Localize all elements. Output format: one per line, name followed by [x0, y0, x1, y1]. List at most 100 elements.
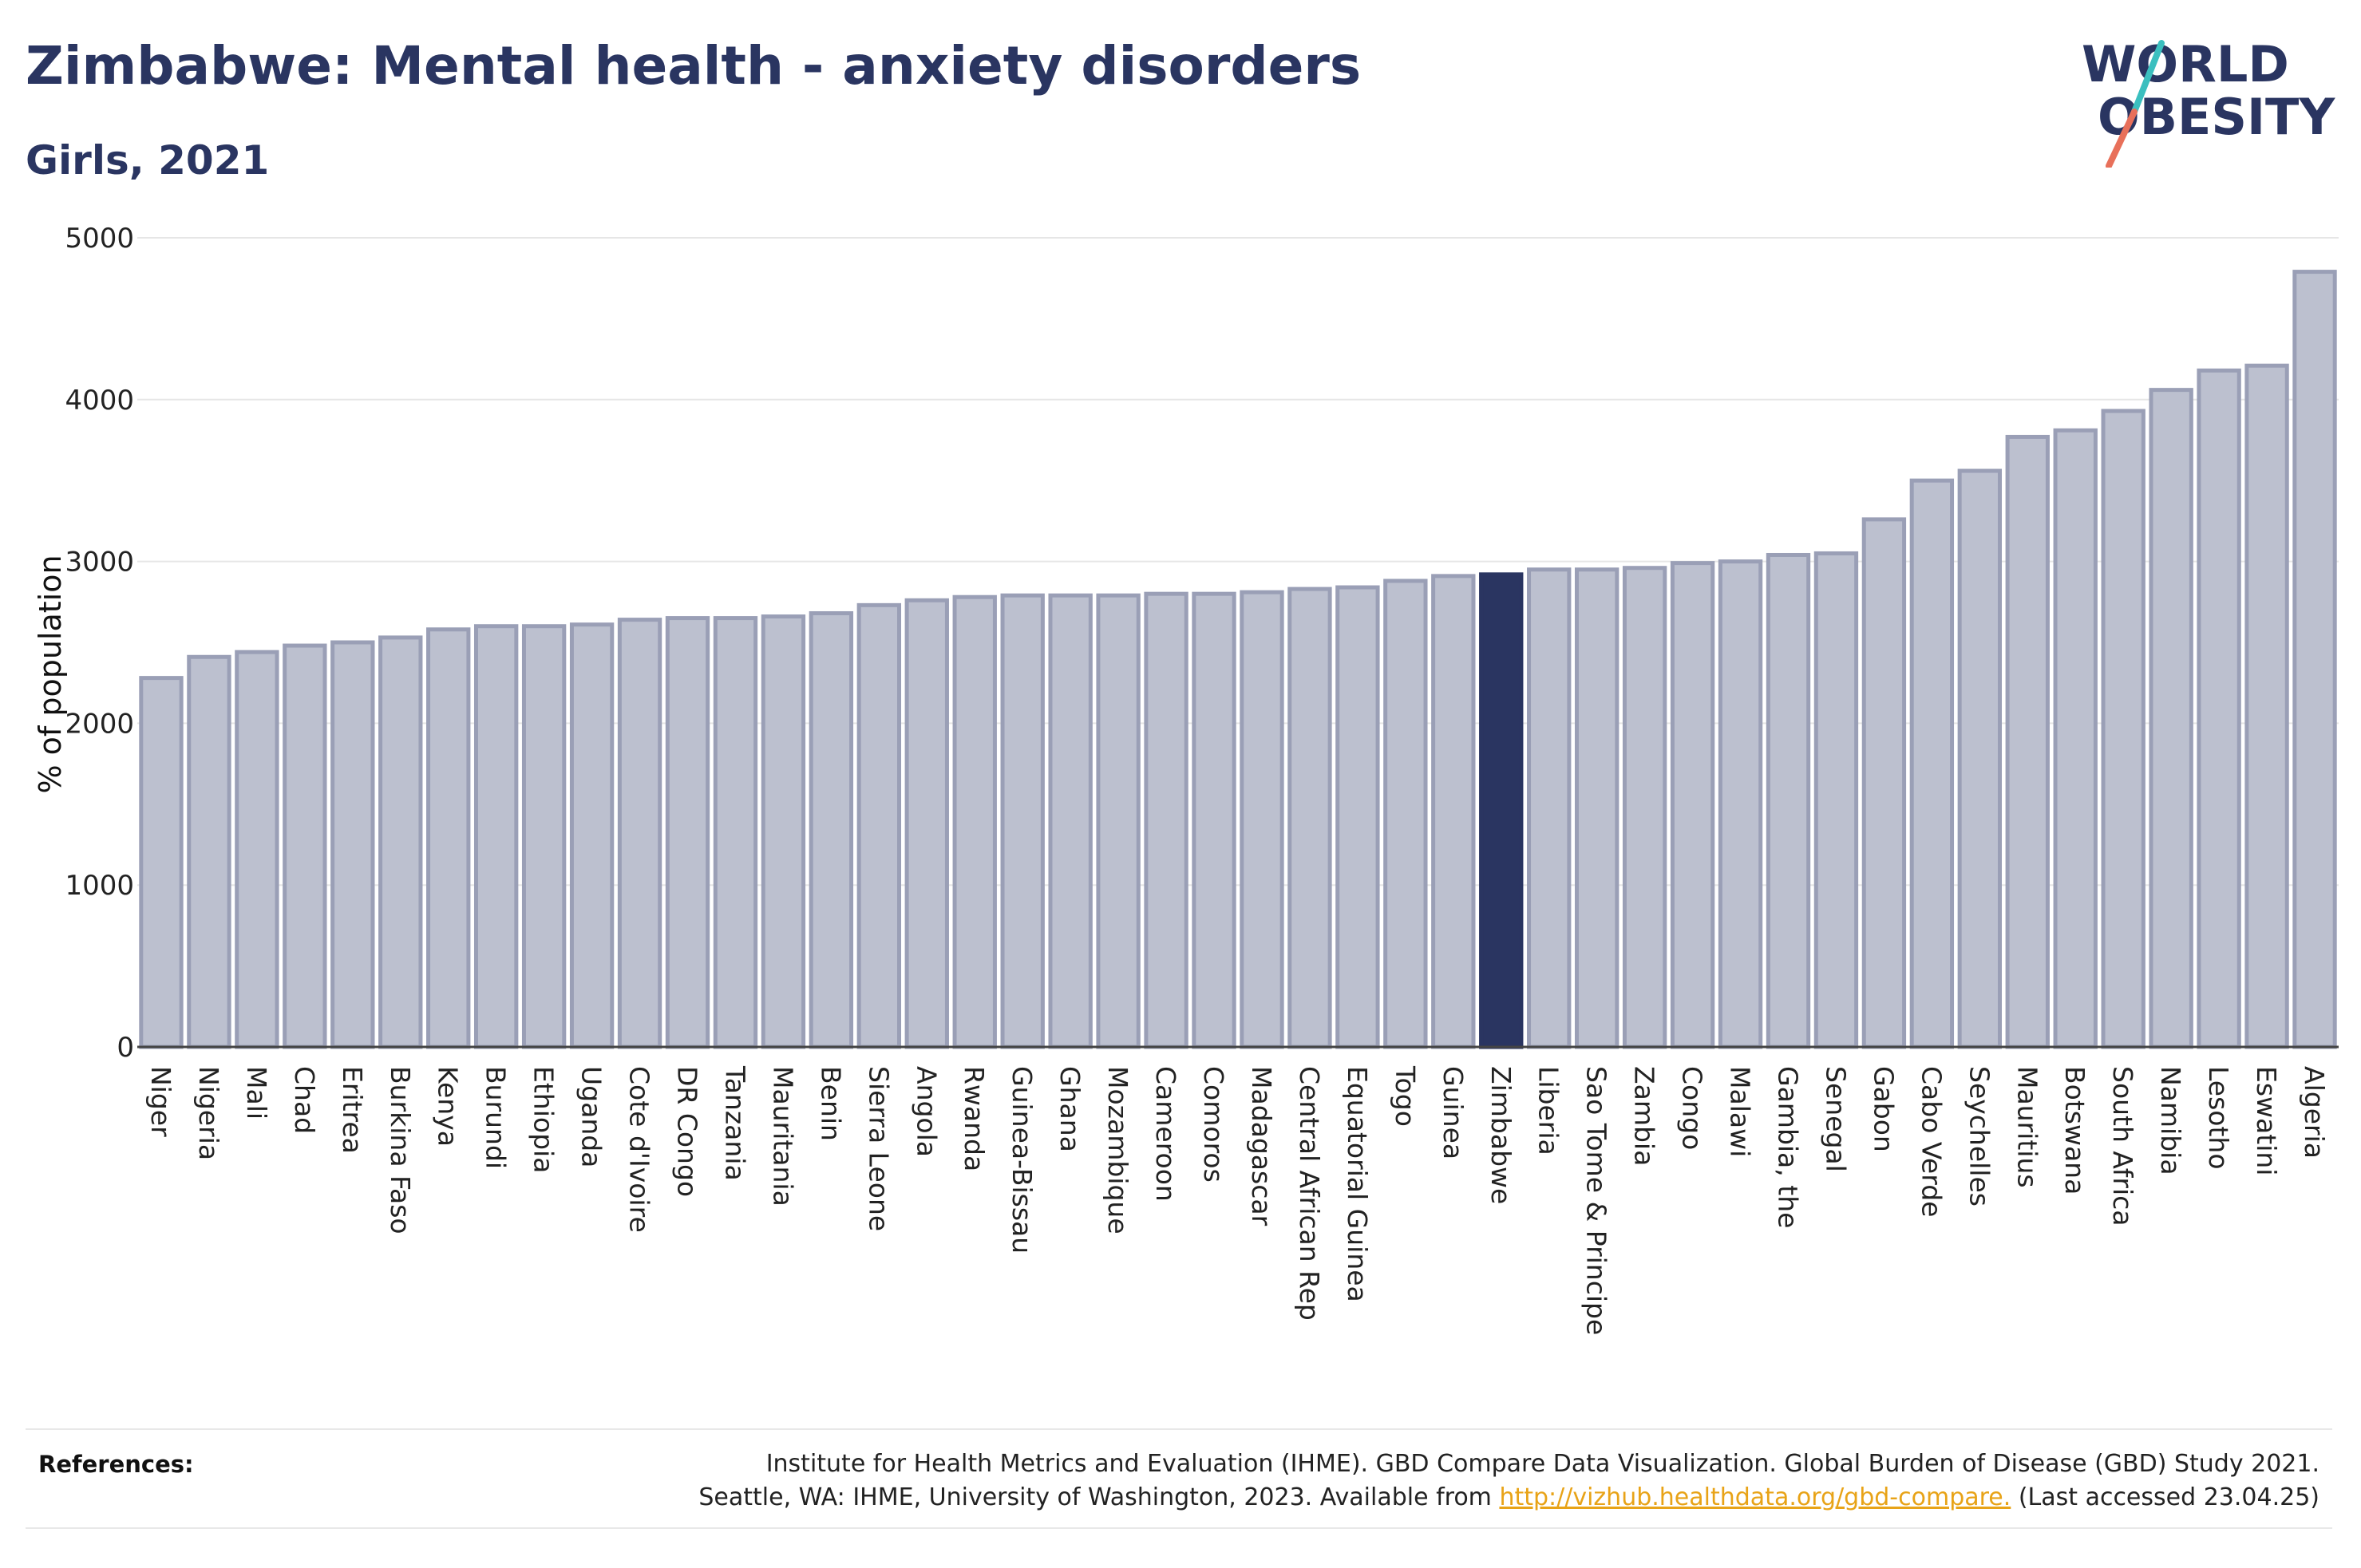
x-tick-label: Gambia, the	[1773, 1066, 1804, 1228]
bar-gambia-the	[1766, 552, 1811, 1049]
bar-burundi	[473, 624, 519, 1049]
bar-malawi	[1718, 559, 1763, 1049]
bar-tanzania	[713, 616, 758, 1049]
bar-guinea	[1431, 574, 1476, 1049]
y-axis-label: % of population	[33, 555, 68, 793]
bar-lesotho	[2197, 368, 2241, 1049]
x-tick-label: Kenya	[433, 1066, 464, 1147]
logo-line1: WORLD	[2082, 35, 2289, 93]
x-tick-label: Guinea-Bissau	[1006, 1066, 1038, 1254]
x-tick-label: Central African Rep	[1294, 1066, 1325, 1321]
x-tick-label: Comoros	[1198, 1066, 1229, 1183]
x-tick-label: Mali	[241, 1066, 272, 1120]
bar-burkina-faso	[378, 635, 423, 1049]
bar-mali	[235, 650, 279, 1049]
bar-congo	[1670, 561, 1715, 1049]
bar-zimbabwe	[1479, 572, 1524, 1049]
bar-liberia	[1527, 567, 1572, 1049]
bar-seychelles	[1957, 468, 2003, 1049]
x-tick-label: Seychelles	[1964, 1066, 1995, 1207]
bar-mauritius	[2005, 434, 2050, 1049]
bar-botswana	[2053, 428, 2098, 1049]
chart-title: Zimbabwe: Mental health - anxiety disord…	[26, 35, 1362, 97]
x-tick-label: Malawi	[1725, 1066, 1756, 1157]
y-axis-ticks: 0 1000 2000 3000 4000 5000	[65, 223, 134, 1064]
y-tick-label: 4000	[65, 385, 134, 417]
bar-gabon	[1861, 517, 1907, 1049]
chart-subtitle: Girls, 2021	[26, 137, 270, 184]
bar-angola	[904, 598, 949, 1049]
x-tick-label: Lesotho	[2203, 1066, 2234, 1170]
x-tick-label: Mauritania	[767, 1066, 798, 1207]
references-link[interactable]: http://vizhub.healthdata.org/gbd-compare…	[1499, 1483, 2011, 1511]
bar-central-african-rep	[1287, 587, 1332, 1049]
x-tick-label: Sierra Leone	[863, 1066, 894, 1231]
bar-sierra-leone	[856, 602, 902, 1049]
x-tick-label: Burundi	[481, 1066, 512, 1169]
x-tick-label: Gabon	[1868, 1066, 1899, 1152]
x-tick-label: South Africa	[2107, 1066, 2138, 1226]
references-label: References:	[38, 1451, 194, 1478]
x-tick-label: Uganda	[576, 1066, 607, 1167]
bar-ethiopia	[521, 624, 567, 1049]
x-tick-label: Eswatini	[2251, 1066, 2282, 1175]
bar-madagascar	[1240, 590, 1284, 1049]
bar-sao-tome-principe	[1574, 567, 1619, 1049]
x-tick-label: Zambia	[1629, 1066, 1660, 1166]
y-tick-label: 5000	[65, 223, 134, 255]
x-tick-label: Tanzania	[719, 1065, 750, 1181]
references-text: Institute for Health Metrics and Evaluat…	[698, 1448, 2319, 1515]
bar-senegal	[1813, 551, 1859, 1049]
bar-niger	[139, 676, 184, 1049]
x-tick-label: Nigeria	[193, 1066, 224, 1160]
bar-dr-congo	[665, 616, 710, 1049]
x-tick-label: Eritrea	[337, 1066, 368, 1154]
bars	[139, 270, 2337, 1049]
x-tick-label: Angola	[911, 1066, 942, 1157]
bar-ghana	[1048, 593, 1093, 1049]
bar-zambia	[1622, 566, 1667, 1049]
logo-coral-stroke	[2106, 109, 2138, 168]
x-tick-label: Madagascar	[1246, 1066, 1277, 1226]
x-tick-label: Algeria	[2299, 1066, 2330, 1159]
x-tick-label: Cabo Verde	[1916, 1066, 1947, 1217]
x-tick-label: Botswana	[2059, 1066, 2090, 1195]
y-tick-label: 1000	[65, 870, 134, 902]
x-tick-label: Sao Tome & Principe	[1581, 1066, 1612, 1335]
references-panel: References: Institute for Health Metrics…	[26, 1428, 2332, 1529]
bar-nigeria	[187, 654, 231, 1049]
logo-teal-stroke	[2131, 40, 2165, 115]
x-axis-labels: Niger Nigeria Mali Chad Eritrea Burkina Faso K…	[145, 1065, 2330, 1335]
bar-kenya	[426, 627, 471, 1049]
x-tick-label: Benin	[815, 1066, 846, 1141]
x-tick-label: Zimbabwe	[1485, 1066, 1517, 1204]
x-tick-label: Niger	[145, 1066, 176, 1137]
bar-eswatini	[2244, 363, 2289, 1049]
x-tick-label: Ethiopia	[528, 1066, 560, 1173]
x-tick-label: Senegal	[1820, 1066, 1851, 1172]
bar-eritrea	[330, 640, 375, 1049]
x-tick-label: DR Congo	[672, 1066, 703, 1197]
bar-equatorial-guinea	[1335, 585, 1380, 1049]
references-line2-prefix: Seattle, WA: IHME, University of Washing…	[698, 1483, 1500, 1511]
bar-mauritania	[761, 614, 806, 1049]
bar-rwanda	[952, 594, 997, 1049]
x-tick-label: Liberia	[1533, 1066, 1564, 1155]
x-tick-label: Burkina Faso	[385, 1066, 416, 1234]
x-tick-label: Congo	[1677, 1066, 1708, 1150]
bar-cote-d-ivoire	[617, 618, 662, 1049]
bar-guinea-bissau	[1000, 593, 1045, 1049]
bar-algeria	[2292, 270, 2337, 1049]
bar-chad	[283, 643, 327, 1049]
bar-uganda	[569, 622, 615, 1049]
bar-mozambique	[1096, 593, 1141, 1049]
bar-togo	[1383, 579, 1428, 1049]
bar-south-africa	[2101, 409, 2145, 1049]
bar-benin	[809, 610, 854, 1049]
y-tick-label: 0	[117, 1032, 134, 1064]
bar-comoros	[1192, 591, 1236, 1049]
bar-namibia	[2149, 388, 2193, 1049]
references-line2-suffix: (Last accessed 23.04.25)	[2011, 1483, 2319, 1511]
x-tick-label: Equatorial Guinea	[1342, 1066, 1373, 1302]
x-tick-label: Rwanda	[959, 1066, 990, 1171]
